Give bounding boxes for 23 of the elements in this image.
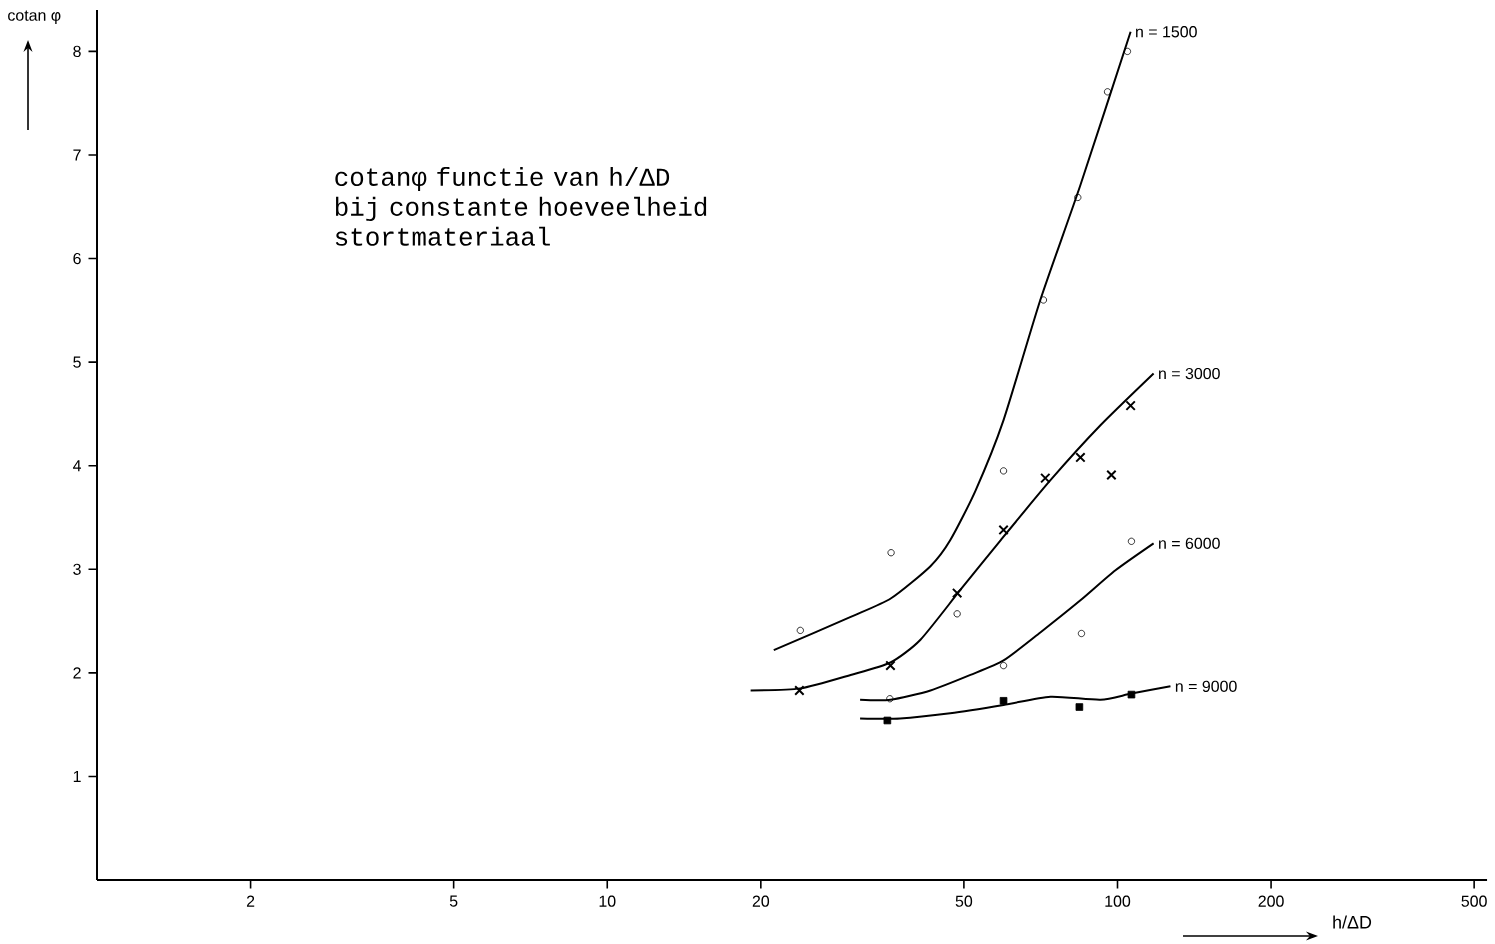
y-tick-label: 1 <box>73 770 81 782</box>
y-tick-label: 6 <box>73 252 81 265</box>
series-label: n = 6000 <box>1159 537 1220 550</box>
x-tick-label: 10 <box>599 895 616 907</box>
x-tick-label: 20 <box>752 895 770 907</box>
y-tick-label: 4 <box>72 460 82 472</box>
x-tick-label: 50 <box>955 895 973 907</box>
text: cotanφ functie van h/ΔD bij constante hoeveelheid stortmateriaal <box>335 166 707 246</box>
x-tick-label: 200 <box>1258 895 1284 907</box>
series-label: n = 9000 <box>1175 680 1237 692</box>
x-tick-label: 2 <box>246 895 255 907</box>
series-label: n = 1500 <box>1136 26 1197 38</box>
y-tick-label: 3 <box>73 563 81 575</box>
y-tick-label: 5 <box>73 356 81 368</box>
x-tick-label: 5 <box>449 895 458 907</box>
x-axis-title: h/ΔD <box>1333 915 1372 929</box>
x-tick-label: 500 <box>1461 895 1487 907</box>
y-tick-label: 7 <box>73 149 81 161</box>
series-label: n = 3000 <box>1159 367 1220 380</box>
x-tick-label: 100 <box>1105 895 1131 907</box>
y-axis-title: cotan φ <box>8 10 61 24</box>
y-tick-label: 8 <box>73 45 81 58</box>
y-tick-label: 2 <box>73 667 81 679</box>
